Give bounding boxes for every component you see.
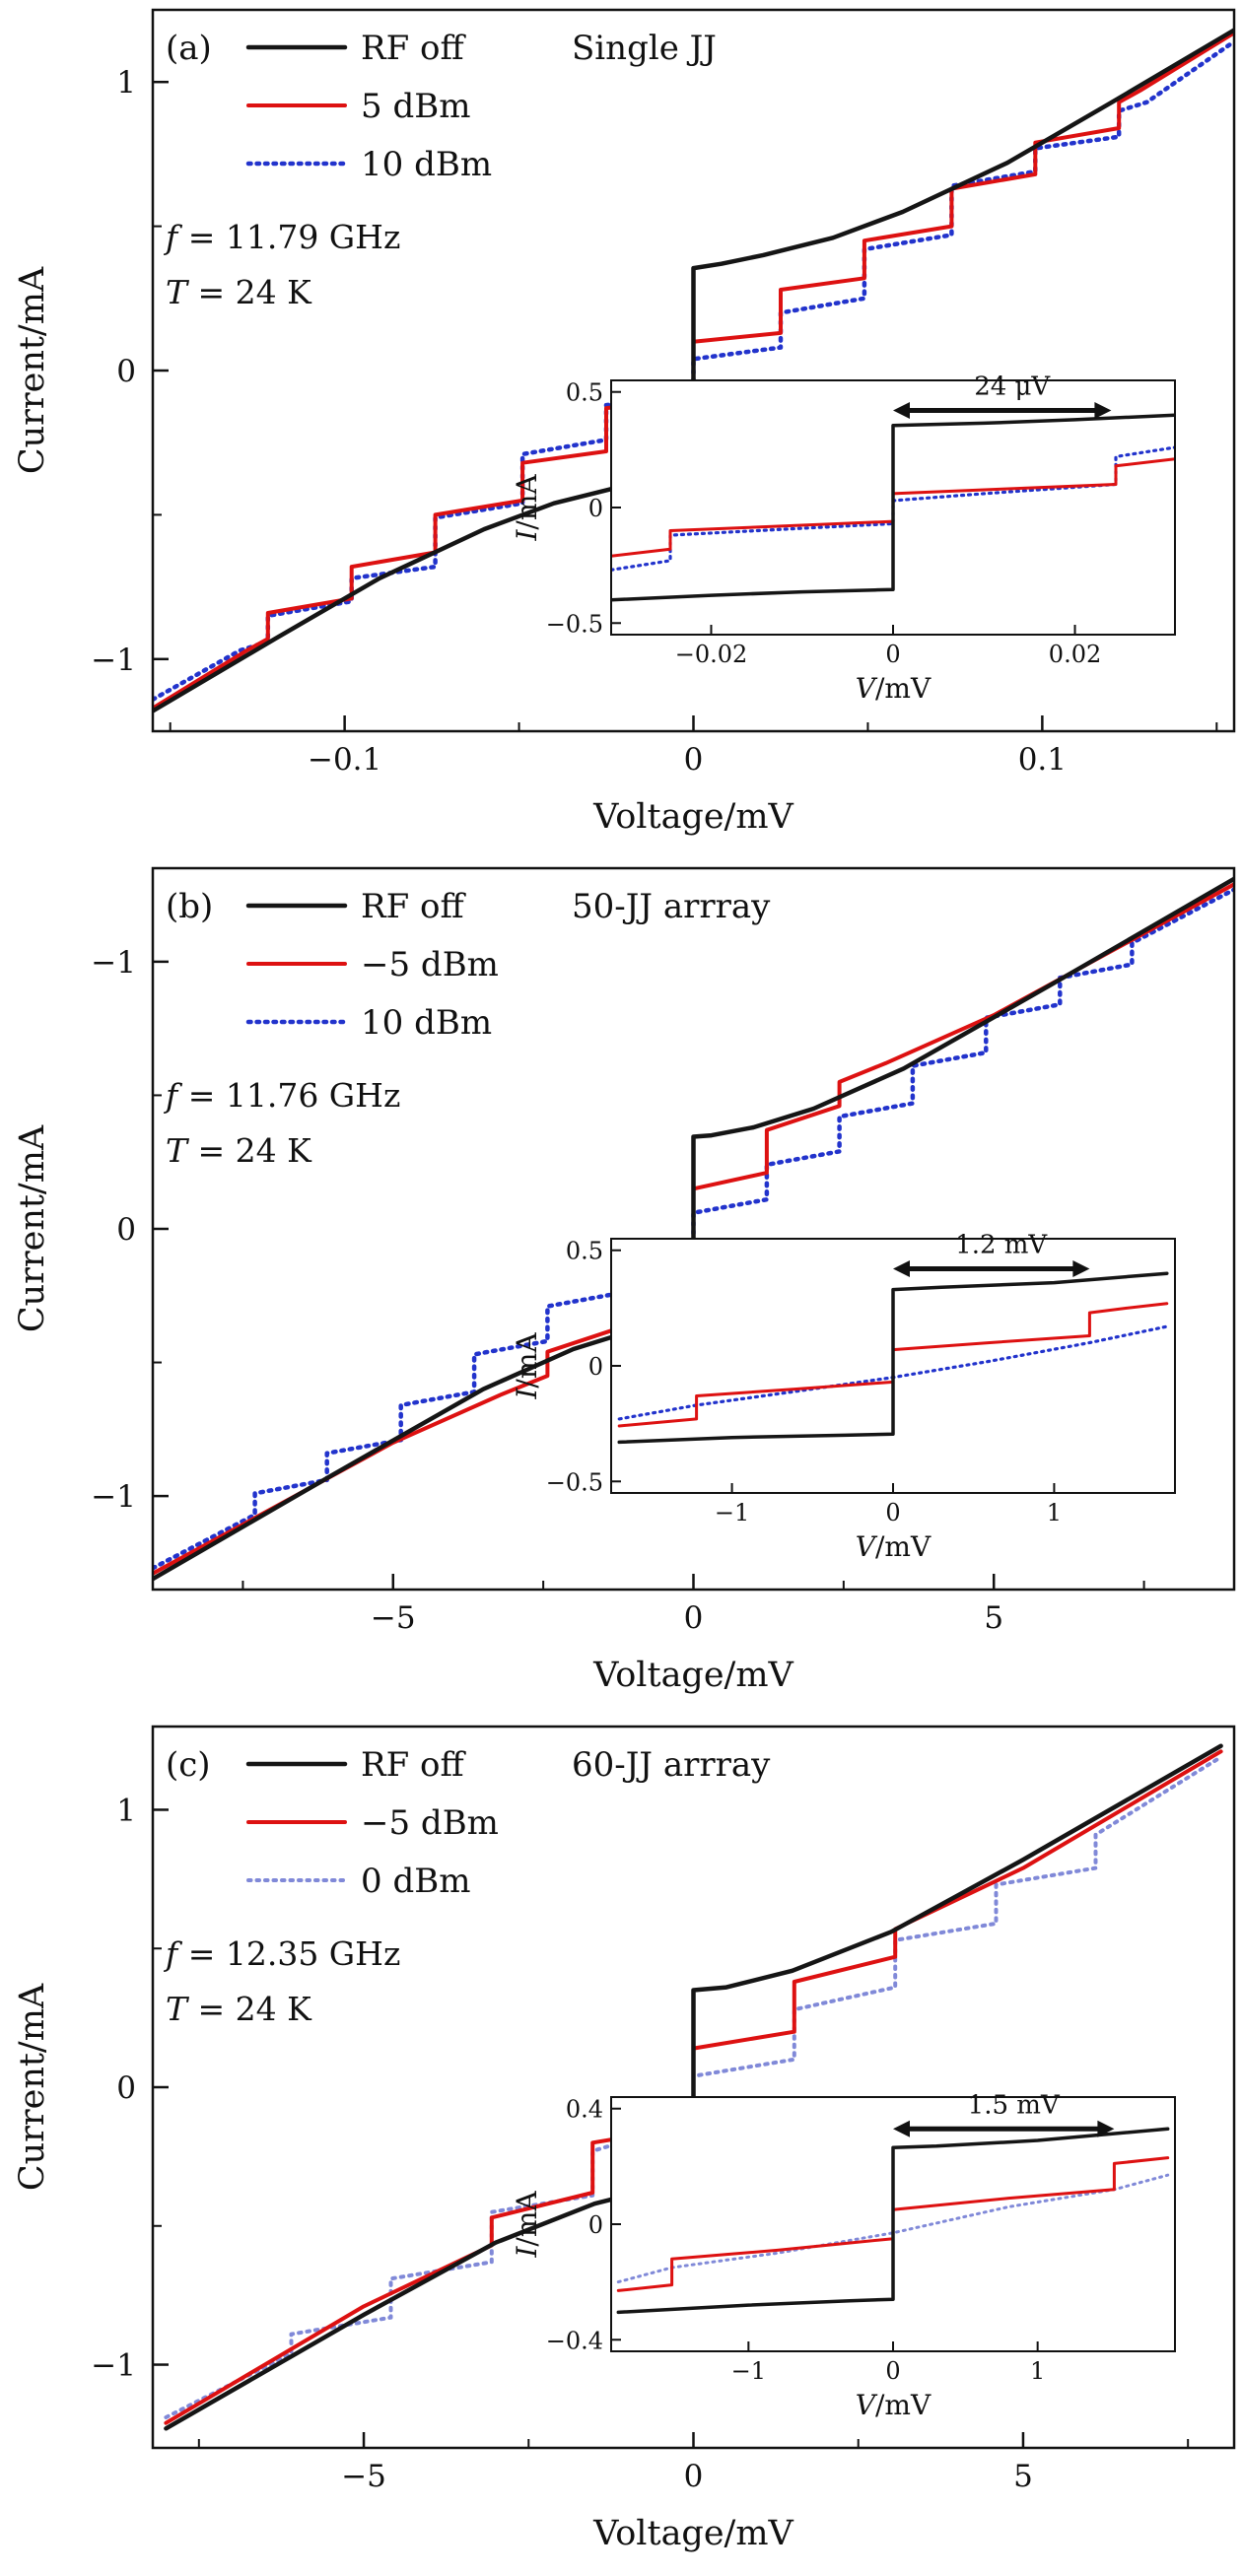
device-label: 50-JJ arrray bbox=[572, 887, 771, 926]
series-rf-off bbox=[611, 413, 1175, 602]
panel-a-chart: −0.02 0 0.02 0.5 0 −0.5 V/mV I/mA 24 μV −0.1 0 0.1 1… bbox=[0, 0, 1242, 858]
series-rf-off bbox=[616, 2127, 1170, 2315]
inset-x-tick-label: −1 bbox=[731, 2357, 766, 2385]
x-tick-label: −5 bbox=[341, 2459, 386, 2494]
inset-x-tick-label: 0 bbox=[885, 2357, 900, 2385]
inset-arrow-label: 1.5 mV bbox=[968, 2090, 1061, 2120]
annotation-temperature: T = 24 K bbox=[166, 1131, 312, 1170]
legend-label: −5 dBm bbox=[361, 1803, 499, 1843]
x-tick-label: 0 bbox=[684, 1600, 704, 1636]
inset-y-tick-label: −0.4 bbox=[546, 2327, 603, 2354]
legend-label: −5 dBm bbox=[361, 945, 499, 984]
panel-label: (a) bbox=[166, 29, 212, 68]
inset-step-width-arrow bbox=[893, 2120, 1115, 2137]
annotation-frequency: f = 12.35 GHz bbox=[163, 1934, 400, 1973]
inset-step-width-arrow bbox=[893, 1259, 1090, 1277]
legend-label: RF off bbox=[361, 887, 466, 926]
series-rf-off bbox=[153, 876, 1234, 1582]
inset-x-tick-label: 0.02 bbox=[1049, 641, 1101, 668]
inset-y-tick-label: 0 bbox=[588, 2211, 603, 2239]
x-tick-label: 5 bbox=[1013, 2459, 1033, 2494]
legend-label: RF off bbox=[361, 1745, 466, 1785]
annotation-frequency: f = 11.76 GHz bbox=[163, 1076, 400, 1115]
x-tick-label: −0.1 bbox=[308, 742, 381, 778]
legend-label: 10 dBm bbox=[361, 1003, 492, 1043]
panel-label: (b) bbox=[166, 887, 213, 926]
annotation-frequency: f = 11.79 GHz bbox=[163, 218, 400, 256]
inset-y-tick-label: 0.5 bbox=[566, 1238, 603, 1265]
y-tick-label: 1 bbox=[116, 65, 136, 101]
y-tick-label: 0 bbox=[116, 2070, 136, 2106]
panel-label: (c) bbox=[166, 1745, 211, 1785]
inset-y-tick-label: −0.5 bbox=[546, 610, 603, 638]
x-tick-label: 0.1 bbox=[1018, 742, 1067, 778]
inset-x-tick-label: 0 bbox=[885, 641, 900, 668]
x-axis-label: Voltage/mV bbox=[592, 2514, 794, 2553]
x-tick-label: 0 bbox=[684, 2459, 704, 2494]
x-tick-label: 0 bbox=[684, 742, 704, 778]
device-label: Single JJ bbox=[572, 29, 717, 68]
inset-y-tick-label: 0.4 bbox=[566, 2096, 603, 2124]
y-axis-label: Current/mA bbox=[13, 1983, 52, 2191]
inset-y-tick-label: −0.5 bbox=[546, 1468, 603, 1496]
x-axis-label: Voltage/mV bbox=[592, 797, 794, 837]
y-axis-label: Current/mA bbox=[13, 1124, 52, 1332]
panel-c-chart: −1 0 10.40−0.4V/mVI/mA1.5 mV−5 0 510−1Voltag… bbox=[0, 1717, 1242, 2576]
legend-label: 5 dBm bbox=[361, 87, 470, 126]
y-tick-label: −1 bbox=[91, 945, 136, 981]
device-label: 60-JJ arrray bbox=[572, 1745, 771, 1785]
y-tick-label: −1 bbox=[91, 1479, 136, 1515]
inset-x-tick-label: −0.02 bbox=[675, 641, 748, 668]
y-tick-label: −1 bbox=[91, 643, 136, 678]
y-tick-label: 0 bbox=[116, 1212, 136, 1248]
y-tick-label: −1 bbox=[91, 2348, 136, 2384]
inset-x-tick-label: 1 bbox=[1030, 2357, 1045, 2385]
panel-b-chart: −1 0 1 0.5 0 −0.5 V/mV I/mA 1.2 mV −5 0 5 −1 0 −1 Volta… bbox=[0, 858, 1242, 1717]
inset-y-tick-label: 0.5 bbox=[566, 379, 603, 407]
inset-y-axis-label: I/mA bbox=[511, 2191, 543, 2259]
inset-y-axis-label: I/mA bbox=[511, 474, 543, 542]
x-tick-label: 5 bbox=[984, 1600, 1003, 1636]
inset-y-tick-label: 0 bbox=[588, 1353, 603, 1381]
inset-x-tick-label: 0 bbox=[885, 1499, 900, 1526]
legend-label: RF off bbox=[361, 29, 466, 68]
series-rf-off bbox=[153, 28, 1234, 713]
inset-arrow-label: 24 μV bbox=[974, 372, 1051, 401]
inset-x-axis-label: V/mV bbox=[856, 1530, 932, 1563]
annotation-temperature: T = 24 K bbox=[166, 273, 312, 311]
legend-label: 0 dBm bbox=[361, 1862, 470, 1901]
inset-arrow-label: 1.2 mV bbox=[955, 1230, 1048, 1259]
inset-x-tick-label: −1 bbox=[715, 1499, 749, 1526]
inset-x-axis-label: V/mV bbox=[856, 2389, 932, 2421]
series-rf-off bbox=[164, 1743, 1223, 2431]
y-tick-label: 0 bbox=[116, 354, 136, 389]
inset-x-axis-label: V/mV bbox=[856, 672, 932, 705]
series-0dbm bbox=[164, 1755, 1223, 2419]
series-rf-off bbox=[617, 1271, 1169, 1445]
x-tick-label: −5 bbox=[371, 1600, 416, 1636]
x-axis-label: Voltage/mV bbox=[592, 1656, 794, 1695]
inset-step-width-arrow bbox=[893, 401, 1112, 419]
y-axis-label: Current/mA bbox=[13, 266, 52, 474]
inset-y-tick-label: 0 bbox=[588, 495, 603, 522]
annotation-temperature: T = 24 K bbox=[166, 1990, 312, 2028]
inset-y-axis-label: I/mA bbox=[511, 1332, 543, 1400]
legend-label: 10 dBm bbox=[361, 145, 492, 184]
y-tick-label: 1 bbox=[116, 1793, 136, 1828]
inset-x-tick-label: 1 bbox=[1047, 1499, 1062, 1526]
